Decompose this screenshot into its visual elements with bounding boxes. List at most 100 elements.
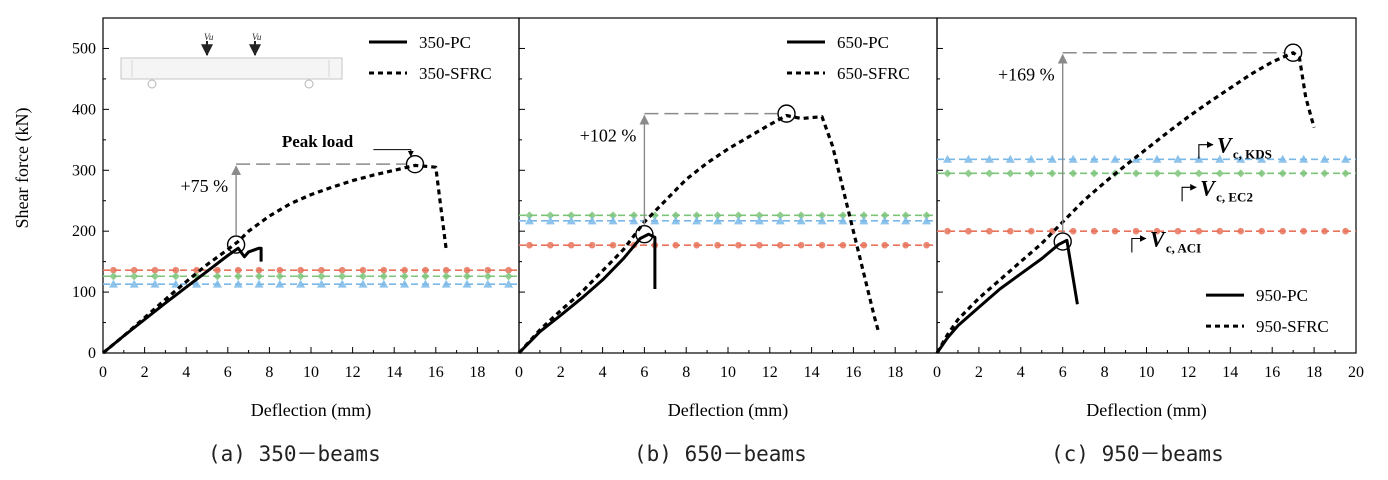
capacity-marker — [1341, 154, 1351, 163]
capacity-marker — [296, 272, 305, 281]
capacity-marker — [276, 266, 284, 274]
x-tick-label: 14 — [804, 364, 820, 381]
capacity-marker — [379, 279, 389, 288]
kds-arrow — [1198, 141, 1214, 159]
capacity-marker — [234, 272, 243, 281]
pc-peak-marker — [1053, 232, 1072, 251]
capacity-marker — [963, 154, 973, 163]
capacity-marker — [108, 279, 118, 288]
x-tick-label: 0 — [933, 364, 941, 381]
capacity-marker — [693, 241, 700, 249]
capacity-marker — [255, 266, 263, 274]
capacity-marker — [1215, 169, 1224, 178]
capacity-marker — [901, 211, 910, 220]
capacity-marker — [692, 211, 701, 220]
capacity-marker — [734, 211, 743, 220]
capacity-marker — [1257, 154, 1267, 163]
capacity-marker — [775, 216, 785, 225]
capacity-marker — [526, 241, 533, 249]
ec2-label: V — [1200, 175, 1217, 200]
capacity-marker — [504, 279, 514, 288]
capacity-marker — [214, 266, 221, 274]
y-tick-label: 500 — [72, 40, 96, 57]
capacity-marker — [337, 279, 347, 288]
x-axis-label: Deflection (mm) — [1086, 400, 1206, 421]
capacity-marker — [1173, 154, 1183, 163]
capacity-marker — [986, 227, 993, 235]
capacity-marker — [316, 279, 326, 288]
capacity-marker — [317, 272, 326, 281]
capacity-marker — [359, 266, 367, 274]
increase-label: +102 % — [580, 126, 637, 146]
capacity-marker — [588, 241, 596, 249]
capacity-marker — [902, 241, 909, 249]
capacity-marker — [358, 279, 368, 288]
capacity-marker — [420, 279, 430, 288]
capacity-marker — [1047, 154, 1057, 163]
x-tick-label: 16 — [1264, 364, 1280, 381]
capacity-marker — [1321, 227, 1328, 235]
x-tick-label: 16 — [845, 364, 861, 381]
capacity-marker — [109, 272, 118, 281]
capacity-marker — [1026, 154, 1036, 163]
capacity-marker — [130, 266, 138, 274]
x-tick-label: 2 — [557, 364, 565, 381]
capacity-marker — [629, 216, 639, 225]
capacity-marker — [1068, 154, 1078, 163]
capacity-marker — [1299, 169, 1308, 178]
legend-item-label: 350-PC — [419, 33, 471, 52]
capacity-marker — [1048, 169, 1057, 178]
caption-a: (a) 350－beams — [208, 442, 381, 466]
capacity-marker — [567, 241, 575, 249]
capacity-marker — [1069, 169, 1078, 178]
capacity-marker — [110, 266, 117, 274]
legend-item-label: 650-PC — [837, 33, 889, 52]
capacity-marker — [463, 266, 471, 274]
y-axis-label: Shear force (kN) — [12, 108, 33, 229]
capacity-marker — [1110, 154, 1120, 163]
beam-schematic: Vu Vu — [120, 32, 343, 89]
capacity-marker — [338, 272, 347, 281]
pc-curve — [517, 232, 657, 355]
x-tick-label: 8 — [682, 364, 690, 381]
legend: 350-PC 350-SFRC — [369, 33, 492, 83]
peak-load-label: Peak load — [282, 132, 354, 151]
capacity-marker — [755, 211, 764, 220]
capacity-marker — [1007, 227, 1014, 235]
capacity-marker — [463, 272, 471, 281]
x-tick-label: 14 — [386, 364, 402, 381]
ec2-arrow — [1181, 184, 1197, 202]
sfrc-peak-marker — [777, 104, 796, 123]
capacity-marker — [943, 169, 952, 178]
capacity-marker — [965, 227, 972, 235]
capacity-marker — [922, 211, 931, 220]
capacity-marker — [129, 279, 139, 288]
capacity-marker — [442, 266, 450, 274]
capacity-marker — [860, 241, 868, 249]
capacity-marker — [880, 211, 889, 220]
legend-item-label: 950-PC — [1256, 286, 1308, 305]
capacity-marker — [130, 272, 139, 281]
capacity-marker — [275, 272, 284, 281]
x-tick-label: 18 — [469, 364, 485, 381]
x-tick-label: 10 — [303, 364, 319, 381]
capacity-marker — [1258, 227, 1266, 235]
capacity-marker — [1005, 154, 1015, 163]
legend-item-label: 350-SFRC — [419, 64, 492, 83]
capacity-marker — [1173, 169, 1182, 178]
capacity-marker — [1299, 154, 1309, 163]
x-tick-label: 0 — [515, 364, 523, 381]
x-tick-label: 0 — [99, 364, 107, 381]
capacity-marker — [192, 279, 202, 288]
capacity-marker — [629, 211, 638, 220]
x-tick-label: 4 — [1017, 364, 1025, 381]
x-tick-label: 10 — [1139, 364, 1155, 381]
capacity-marker — [1152, 154, 1162, 163]
x-tick-label: 4 — [599, 364, 607, 381]
capacity-marker — [1194, 154, 1204, 163]
capacity-marker — [483, 272, 492, 281]
x-tick-label: 6 — [1059, 364, 1067, 381]
capacity-marker — [839, 241, 847, 249]
x-tick-label: 6 — [640, 364, 648, 381]
kds-label: V — [1217, 133, 1234, 158]
